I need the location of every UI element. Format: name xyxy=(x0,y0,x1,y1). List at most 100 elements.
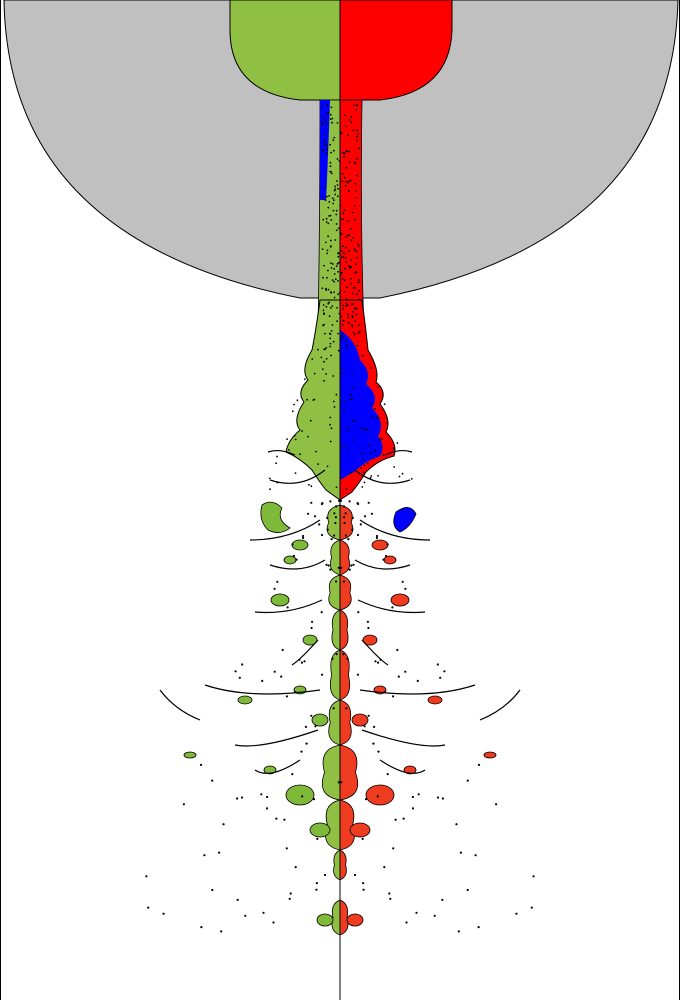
particle xyxy=(326,249,329,252)
particle xyxy=(330,172,333,175)
particle xyxy=(360,427,362,430)
particle xyxy=(312,798,316,801)
particle xyxy=(326,112,329,115)
particle xyxy=(391,606,394,609)
particle xyxy=(330,291,332,293)
particle xyxy=(353,333,356,336)
particle xyxy=(346,234,349,236)
right-lower-stem xyxy=(339,504,359,936)
particle xyxy=(375,534,379,538)
filament xyxy=(354,559,411,570)
particle xyxy=(313,515,317,518)
particle xyxy=(340,233,343,236)
particle xyxy=(269,488,271,491)
particle xyxy=(321,123,324,126)
particle xyxy=(330,151,332,154)
particle xyxy=(332,209,335,212)
particle xyxy=(345,302,347,305)
fluid-fragment xyxy=(309,822,331,838)
stem-blob-right xyxy=(339,539,351,576)
particle xyxy=(351,325,354,328)
particle xyxy=(345,347,348,350)
particle xyxy=(477,763,481,767)
particle xyxy=(324,186,326,189)
particle xyxy=(310,714,313,717)
particle xyxy=(357,502,360,506)
particle xyxy=(329,345,331,348)
particle xyxy=(333,136,336,139)
particle xyxy=(341,172,344,175)
particle xyxy=(291,543,294,546)
particle xyxy=(325,357,328,360)
particle xyxy=(306,398,308,401)
particle xyxy=(349,227,352,230)
fluid-fragments xyxy=(183,539,497,927)
particle xyxy=(300,750,303,753)
particle xyxy=(332,340,335,343)
particle xyxy=(356,129,358,132)
particle xyxy=(341,277,344,280)
particle xyxy=(326,528,329,531)
particle xyxy=(288,449,290,451)
blue-plume-core xyxy=(340,330,383,480)
particle xyxy=(396,442,399,444)
particle xyxy=(333,273,336,275)
particle xyxy=(366,620,369,623)
fluid-fragment xyxy=(291,539,309,551)
particle xyxy=(477,926,480,929)
particle xyxy=(347,316,350,319)
particle xyxy=(335,505,338,508)
particle xyxy=(336,122,339,124)
filament xyxy=(479,689,521,721)
particle xyxy=(377,386,379,389)
particle xyxy=(404,670,407,673)
particle xyxy=(307,512,310,515)
particle xyxy=(348,119,351,121)
particle xyxy=(386,773,389,776)
particle xyxy=(343,400,346,403)
particle xyxy=(351,420,354,423)
particle xyxy=(401,580,404,583)
particle xyxy=(322,149,324,151)
particle xyxy=(331,279,334,281)
particle xyxy=(315,450,317,453)
particle xyxy=(325,122,327,125)
particle xyxy=(343,409,346,412)
particle xyxy=(162,912,165,915)
particle xyxy=(345,257,347,259)
particle xyxy=(332,375,335,377)
particle xyxy=(329,342,332,345)
left-side-lobe xyxy=(260,501,291,533)
particle xyxy=(326,148,328,151)
particle xyxy=(335,265,338,267)
stem-blob-right xyxy=(339,744,359,801)
particle xyxy=(341,334,344,337)
particle xyxy=(325,563,328,566)
particle xyxy=(330,262,332,264)
particle xyxy=(337,187,339,190)
filament-strands xyxy=(159,449,521,774)
particle xyxy=(342,304,345,307)
particle xyxy=(324,241,327,244)
particle xyxy=(329,143,331,146)
particle xyxy=(145,875,148,878)
filament xyxy=(254,759,301,774)
particle xyxy=(327,288,330,291)
particle xyxy=(340,315,342,318)
particle xyxy=(382,454,385,456)
particle xyxy=(357,147,360,150)
particle xyxy=(329,161,332,164)
particle xyxy=(401,472,404,475)
particle xyxy=(203,854,206,857)
particle xyxy=(328,195,330,197)
particle xyxy=(322,218,325,221)
particle xyxy=(457,930,460,933)
particle xyxy=(324,143,326,146)
particle xyxy=(374,407,376,410)
particle xyxy=(356,139,359,142)
particle xyxy=(351,516,354,520)
particle xyxy=(300,661,303,664)
particle xyxy=(329,113,332,116)
particle xyxy=(361,452,364,455)
particle xyxy=(345,305,348,308)
